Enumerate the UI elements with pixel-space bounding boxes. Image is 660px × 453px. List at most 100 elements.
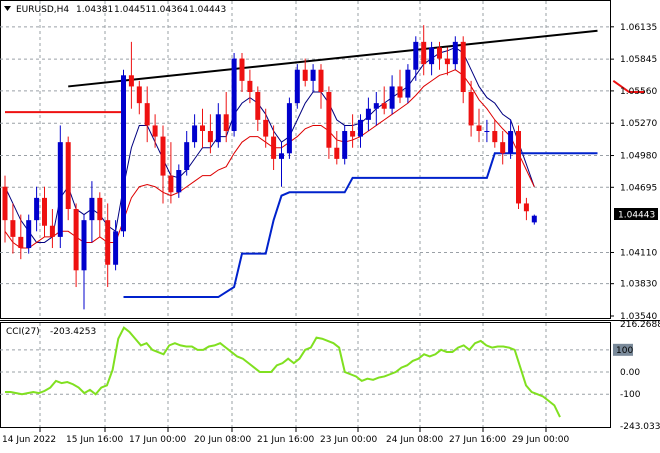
main-chart-frame <box>0 0 611 319</box>
candle <box>200 108 205 148</box>
candle <box>18 214 24 260</box>
candle <box>128 41 134 109</box>
candle <box>207 114 213 154</box>
price-tick-label: 1.05560 <box>620 87 657 97</box>
time-tick-label: 17 Jun 00:00 <box>129 435 186 445</box>
price-tick-label: 1.06135 <box>620 23 657 33</box>
candle <box>413 36 419 81</box>
candle-body <box>460 41 466 93</box>
candle <box>223 92 229 143</box>
candle-body <box>136 86 142 104</box>
open-value: 1.04381 <box>76 5 113 15</box>
candle <box>121 69 126 237</box>
high-value: 1.04451 <box>114 5 151 15</box>
candle <box>523 197 529 221</box>
candle-body <box>263 119 269 137</box>
time-tick-label: 21 Jun 16:00 <box>257 435 314 445</box>
candle <box>500 131 506 165</box>
cci-subwindow-frame <box>0 322 611 428</box>
candle-body <box>318 69 324 93</box>
cci-label: CCI(27) <box>6 327 40 337</box>
candle <box>468 80 474 137</box>
candle <box>508 119 514 159</box>
candle <box>81 214 87 310</box>
time-tick-label: 27 Jun 16:00 <box>449 435 506 445</box>
candle <box>34 186 40 232</box>
candle <box>160 125 166 204</box>
candle-body <box>468 92 474 126</box>
candle-body <box>334 147 340 159</box>
candle-body <box>105 220 111 265</box>
candle-body <box>421 41 427 65</box>
candle <box>294 64 300 109</box>
candle <box>397 69 403 104</box>
candle <box>65 136 71 221</box>
candle-body <box>342 131 348 159</box>
candle-body <box>160 136 166 176</box>
candle <box>531 214 537 225</box>
price-tick-label: 1.03540 <box>620 312 657 322</box>
candle-body <box>492 131 498 143</box>
candle <box>247 69 253 104</box>
candle-body <box>516 131 521 204</box>
candle-body <box>73 209 79 271</box>
candle <box>136 80 142 115</box>
cci-tick-label: 100 <box>616 346 633 356</box>
candle-body <box>310 69 316 81</box>
cci-tick-label: -243.033 <box>620 422 660 432</box>
candle-body <box>152 125 158 137</box>
candle-body <box>81 220 87 271</box>
candle <box>26 214 32 254</box>
candle-body <box>279 153 284 159</box>
candle <box>144 86 150 143</box>
candle <box>484 119 490 143</box>
candle <box>421 25 427 76</box>
candle-body <box>476 125 482 132</box>
price-axis: 1.06135 1.05845 1.05560 1.05270 1.04980 1.046… <box>610 23 657 322</box>
candle-body <box>57 142 63 237</box>
candle <box>310 64 316 93</box>
candle-body <box>523 203 529 212</box>
cci-value: -203.4253 <box>50 327 96 337</box>
candle <box>279 142 284 187</box>
candle <box>97 192 103 237</box>
time-tick-label: 15 Jun 16:00 <box>66 435 123 445</box>
candle-body <box>429 47 435 65</box>
candle <box>516 125 521 210</box>
candle-body <box>373 103 379 109</box>
candle <box>302 58 308 87</box>
candle <box>10 203 16 254</box>
stop-line-upper <box>612 80 645 94</box>
candle <box>326 86 332 159</box>
candle-body <box>49 225 55 237</box>
current-price-label: 1.04443 <box>618 211 655 221</box>
candle <box>42 186 47 237</box>
candle-body <box>389 86 395 109</box>
candle-body <box>168 175 174 193</box>
candle <box>57 125 63 249</box>
price-tick-label: 1.04980 <box>620 152 657 162</box>
candle-body <box>444 58 450 65</box>
candle <box>49 209 55 249</box>
candle-body <box>531 215 537 223</box>
candle <box>184 131 190 176</box>
dropdown-triangle-icon[interactable] <box>4 6 11 11</box>
candle <box>342 125 348 165</box>
candle-body <box>10 220 16 237</box>
ma-slow-line <box>4 69 535 249</box>
candle <box>152 114 158 148</box>
cci-tick-label: 216.2688 <box>620 320 660 330</box>
cci-line <box>5 326 561 418</box>
price-tick-label: 1.03830 <box>620 280 657 290</box>
candle <box>176 164 182 198</box>
time-axis: 14 Jun 2022 15 Jun 16:00 17 Jun 00:00 20 Ju… <box>2 428 569 445</box>
close-value: 1.04443 <box>189 5 226 15</box>
candle-body <box>413 41 419 70</box>
candle-body <box>2 186 8 221</box>
candle <box>405 64 411 104</box>
candle <box>263 108 269 148</box>
candle <box>192 114 198 148</box>
resistance-trendline[interactable] <box>68 29 598 88</box>
